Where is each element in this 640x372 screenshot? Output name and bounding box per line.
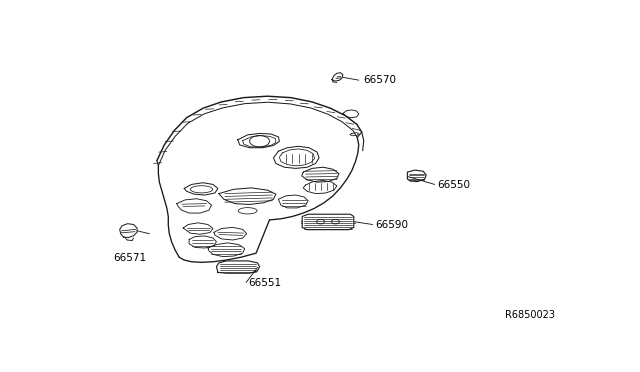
Text: 66570: 66570 <box>364 76 397 86</box>
Text: 66550: 66550 <box>437 180 470 190</box>
Text: 66590: 66590 <box>375 220 408 230</box>
Text: R6850023: R6850023 <box>505 310 555 320</box>
Text: 66571: 66571 <box>114 253 147 263</box>
Text: 66551: 66551 <box>249 278 282 288</box>
